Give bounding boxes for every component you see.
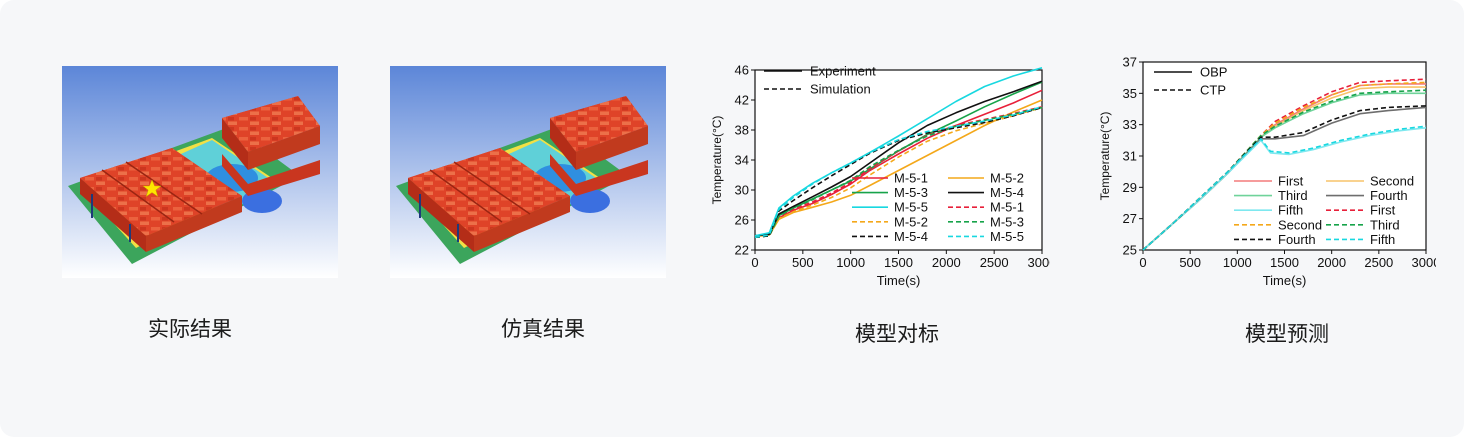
y-tick-label: 26 xyxy=(735,213,749,228)
x-tick-label: 3000 xyxy=(1028,255,1050,270)
legend-style-label: CTP xyxy=(1200,83,1226,98)
legend-series-label: M-5-5 xyxy=(990,229,1024,244)
series-line-m-5-2-dashed xyxy=(754,106,1043,239)
y-tick-label: 30 xyxy=(735,183,749,198)
legend-style-label: Simulation xyxy=(810,82,871,97)
legend-series-label: M-5-2 xyxy=(990,171,1024,186)
legend-series-label: M-5-3 xyxy=(990,214,1024,229)
prediction-chart: 0 500 1000 1500 2000 2500 3000 25 27 29 31 33 35 37 Ti… xyxy=(1098,55,1436,289)
x-tick-label: 500 xyxy=(1179,255,1201,270)
x-tick-label: 3000 xyxy=(1412,255,1436,270)
legend-style-label: Experiment xyxy=(810,64,876,79)
x-axis-label: Time(s) xyxy=(877,273,921,288)
y-axis-label: Temperature(°C) xyxy=(710,116,724,205)
x-tick-label: 1000 xyxy=(1223,255,1252,270)
y-tick-label: 34 xyxy=(735,153,749,168)
legend-series-label: Fifth xyxy=(1278,203,1303,218)
y-tick-label: 46 xyxy=(735,63,749,78)
caption-simulation-result: 仿真结果 xyxy=(501,317,585,341)
x-tick-label: 2000 xyxy=(1317,255,1346,270)
legend-series-label: M-5-3 xyxy=(894,185,928,200)
legend-series-label: Third xyxy=(1278,188,1308,203)
series-line-fourth-dashed xyxy=(1142,105,1427,251)
legend-series-label: First xyxy=(1278,174,1304,189)
y-tick-label: 29 xyxy=(1123,180,1137,195)
simulation-result-image xyxy=(390,66,666,278)
x-tick-label: 0 xyxy=(751,255,758,270)
x-axis-label: Time(s) xyxy=(1263,273,1307,288)
x-tick-label: 2500 xyxy=(980,255,1009,270)
legend-series-label: M-5-5 xyxy=(894,200,928,215)
x-tick-label: 1500 xyxy=(884,255,913,270)
y-tick-label: 31 xyxy=(1123,149,1137,164)
series-line-first-dashed xyxy=(1142,78,1427,251)
series-line-fifth-solid xyxy=(1142,127,1427,251)
legend-series-label: M-5-2 xyxy=(894,214,928,229)
actual-result-image xyxy=(62,66,338,278)
x-tick-label: 2000 xyxy=(932,255,961,270)
series-line-m-5-4-dashed xyxy=(754,106,1043,239)
x-tick-label: 1000 xyxy=(836,255,865,270)
legend-series-label: M-5-4 xyxy=(894,229,928,244)
x-tick-label: 1500 xyxy=(1270,255,1299,270)
legend-series-label: M-5-1 xyxy=(894,171,928,186)
caption-model-benchmark: 模型对标 xyxy=(855,322,939,346)
legend-series-label: Second xyxy=(1370,174,1414,189)
legend-series-label: First xyxy=(1370,203,1396,218)
y-tick-label: 42 xyxy=(735,93,749,108)
x-tick-label: 500 xyxy=(792,255,814,270)
y-tick-label: 27 xyxy=(1123,211,1137,226)
caption-actual-result: 实际结果 xyxy=(148,317,232,341)
y-tick-label: 35 xyxy=(1123,86,1137,101)
legend-series-label: M-5-4 xyxy=(990,185,1024,200)
caption-model-prediction: 模型预测 xyxy=(1245,322,1329,346)
series-line-m-5-4-solid xyxy=(754,80,1043,237)
legend-style-label: OBP xyxy=(1200,65,1227,80)
star-marker-icon xyxy=(142,179,162,198)
y-tick-label: 37 xyxy=(1123,55,1137,70)
series-line-m-5-5-dashed xyxy=(754,106,1043,239)
y-tick-label: 22 xyxy=(735,243,749,258)
y-tick-label: 25 xyxy=(1123,243,1137,258)
y-axis-label: Temperature(°C) xyxy=(1098,112,1112,201)
legend-series-label: Second xyxy=(1278,217,1322,232)
legend-series-label: Fourth xyxy=(1278,232,1316,247)
legend-series-label: Third xyxy=(1370,217,1400,232)
legend-series-label: Fourth xyxy=(1370,188,1408,203)
x-tick-label: 2500 xyxy=(1364,255,1393,270)
legend-series-label: Fifth xyxy=(1370,232,1395,247)
legend-series-label: M-5-1 xyxy=(990,200,1024,215)
y-tick-label: 38 xyxy=(735,123,749,138)
plot-area xyxy=(754,69,1043,251)
x-tick-label: 0 xyxy=(1139,255,1146,270)
series-line-third-dashed xyxy=(1142,89,1427,251)
series-line-m-5-3-solid xyxy=(754,81,1043,237)
series-line-fifth-dashed xyxy=(1142,125,1427,251)
benchmark-chart: 0 500 1000 1500 2000 2500 3000 22 26 30 34 38 42 46 Ti… xyxy=(710,63,1050,289)
y-tick-label: 33 xyxy=(1123,117,1137,132)
